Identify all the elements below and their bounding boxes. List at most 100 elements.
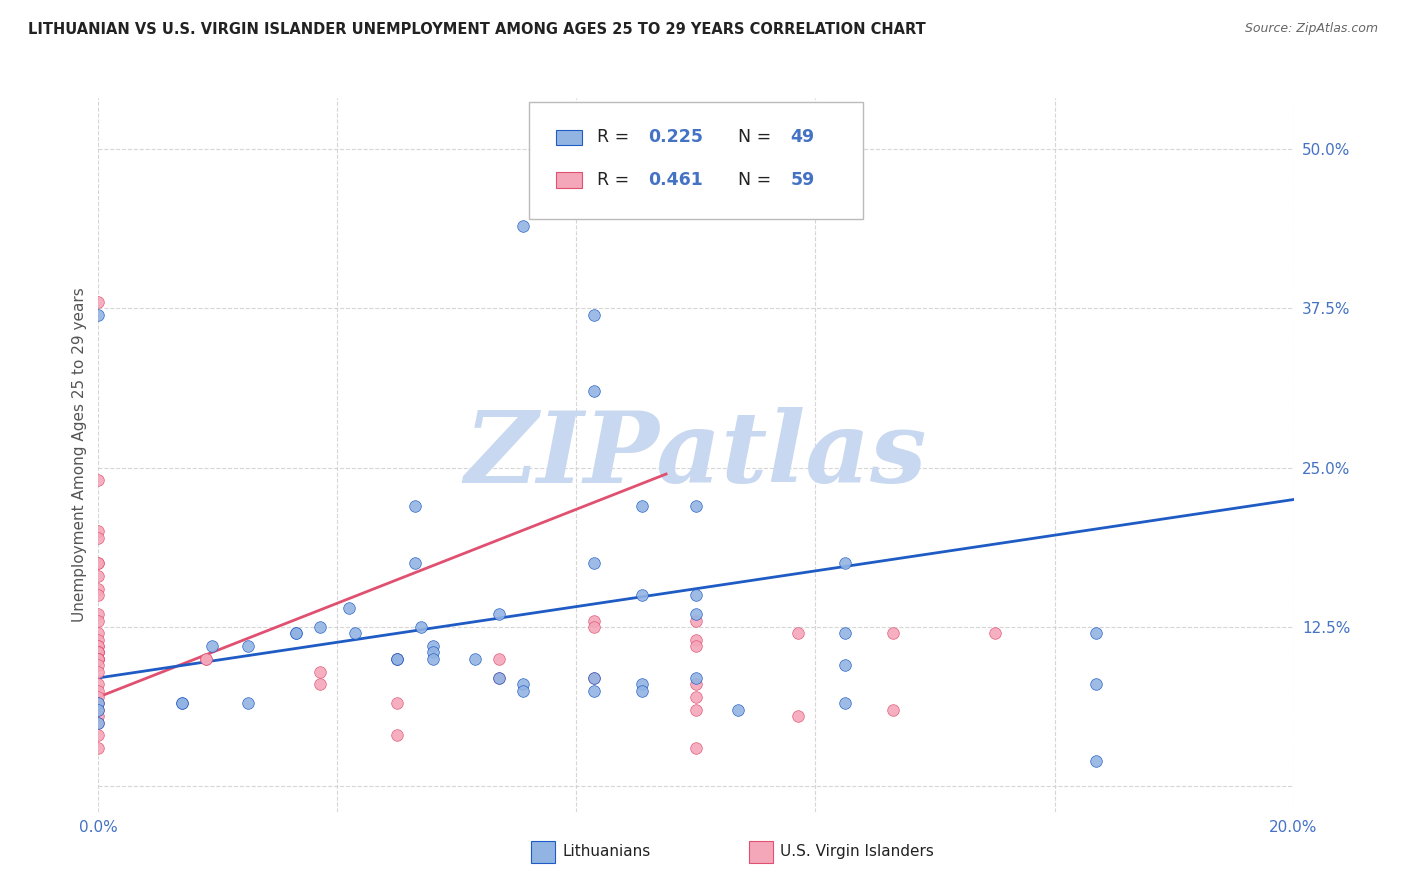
Point	[685, 639, 707, 653]
Point	[685, 632, 707, 647]
Point	[685, 741, 707, 756]
Point	[685, 690, 707, 704]
Point	[834, 658, 856, 673]
Point	[194, 652, 218, 666]
Point	[87, 665, 110, 679]
Point	[172, 697, 194, 711]
Point	[87, 645, 110, 659]
Text: Source: ZipAtlas.com: Source: ZipAtlas.com	[1244, 22, 1378, 36]
Point	[308, 620, 330, 634]
Point	[983, 626, 1005, 640]
Point	[87, 607, 110, 622]
Point	[488, 671, 510, 685]
Point	[385, 728, 409, 742]
Text: U.S. Virgin Islanders: U.S. Virgin Islanders	[780, 845, 934, 859]
Point	[87, 703, 110, 717]
Point	[87, 715, 110, 730]
Point	[87, 715, 110, 730]
Point	[385, 652, 409, 666]
Point	[87, 658, 110, 673]
Point	[882, 703, 904, 717]
Text: N =: N =	[738, 128, 776, 146]
Point	[284, 626, 307, 640]
Point	[87, 524, 110, 539]
Point	[236, 697, 259, 711]
Point	[87, 295, 110, 310]
Point	[583, 671, 606, 685]
Point	[87, 697, 110, 711]
Point	[834, 626, 856, 640]
Point	[583, 671, 606, 685]
Point	[344, 626, 367, 640]
Point	[87, 652, 110, 666]
Point	[87, 709, 110, 723]
Text: R =: R =	[596, 128, 634, 146]
Point	[631, 683, 654, 698]
Point	[172, 697, 194, 711]
Point	[1085, 677, 1108, 691]
Point	[87, 677, 110, 691]
Point	[236, 639, 259, 653]
Point	[631, 499, 654, 513]
Point	[882, 626, 904, 640]
Point	[422, 639, 444, 653]
FancyBboxPatch shape	[557, 172, 582, 188]
Point	[87, 683, 110, 698]
Point	[411, 620, 433, 634]
Point	[1085, 626, 1108, 640]
Point	[512, 683, 534, 698]
Point	[786, 626, 808, 640]
Point	[422, 652, 444, 666]
Point	[284, 626, 307, 640]
Point	[87, 308, 110, 322]
Point	[631, 588, 654, 602]
Point	[87, 690, 110, 704]
Point	[87, 645, 110, 659]
Point	[339, 600, 360, 615]
Point	[685, 614, 707, 628]
Point	[583, 556, 606, 570]
Text: 0.461: 0.461	[648, 171, 703, 189]
Point	[87, 639, 110, 653]
Point	[786, 709, 808, 723]
Point	[308, 665, 330, 679]
Point	[512, 677, 534, 691]
Point	[385, 652, 409, 666]
Point	[87, 728, 110, 742]
Point	[685, 499, 707, 513]
Text: N =: N =	[738, 171, 776, 189]
Point	[87, 531, 110, 545]
Point	[87, 652, 110, 666]
Text: 0.225: 0.225	[648, 128, 703, 146]
Point	[87, 652, 110, 666]
Text: 49: 49	[790, 128, 814, 146]
Point	[464, 652, 486, 666]
Point	[87, 703, 110, 717]
Point	[87, 639, 110, 653]
Point	[87, 582, 110, 596]
FancyBboxPatch shape	[529, 102, 863, 219]
Text: ZIPatlas: ZIPatlas	[465, 407, 927, 503]
Point	[87, 645, 110, 659]
Point	[685, 703, 707, 717]
Point	[834, 556, 856, 570]
Point	[727, 703, 749, 717]
Point	[87, 556, 110, 570]
Point	[1085, 754, 1108, 768]
Point	[685, 607, 707, 622]
Point	[87, 697, 110, 711]
Point	[87, 741, 110, 756]
Point	[201, 639, 224, 653]
Point	[685, 588, 707, 602]
Point	[685, 677, 707, 691]
Point	[87, 632, 110, 647]
Point	[87, 556, 110, 570]
Point	[583, 620, 606, 634]
Text: LITHUANIAN VS U.S. VIRGIN ISLANDER UNEMPLOYMENT AMONG AGES 25 TO 29 YEARS CORREL: LITHUANIAN VS U.S. VIRGIN ISLANDER UNEMP…	[28, 22, 927, 37]
Point	[87, 474, 110, 488]
FancyBboxPatch shape	[557, 129, 582, 145]
Point	[422, 645, 444, 659]
Point	[404, 556, 426, 570]
Point	[488, 671, 510, 685]
Text: R =: R =	[596, 171, 634, 189]
